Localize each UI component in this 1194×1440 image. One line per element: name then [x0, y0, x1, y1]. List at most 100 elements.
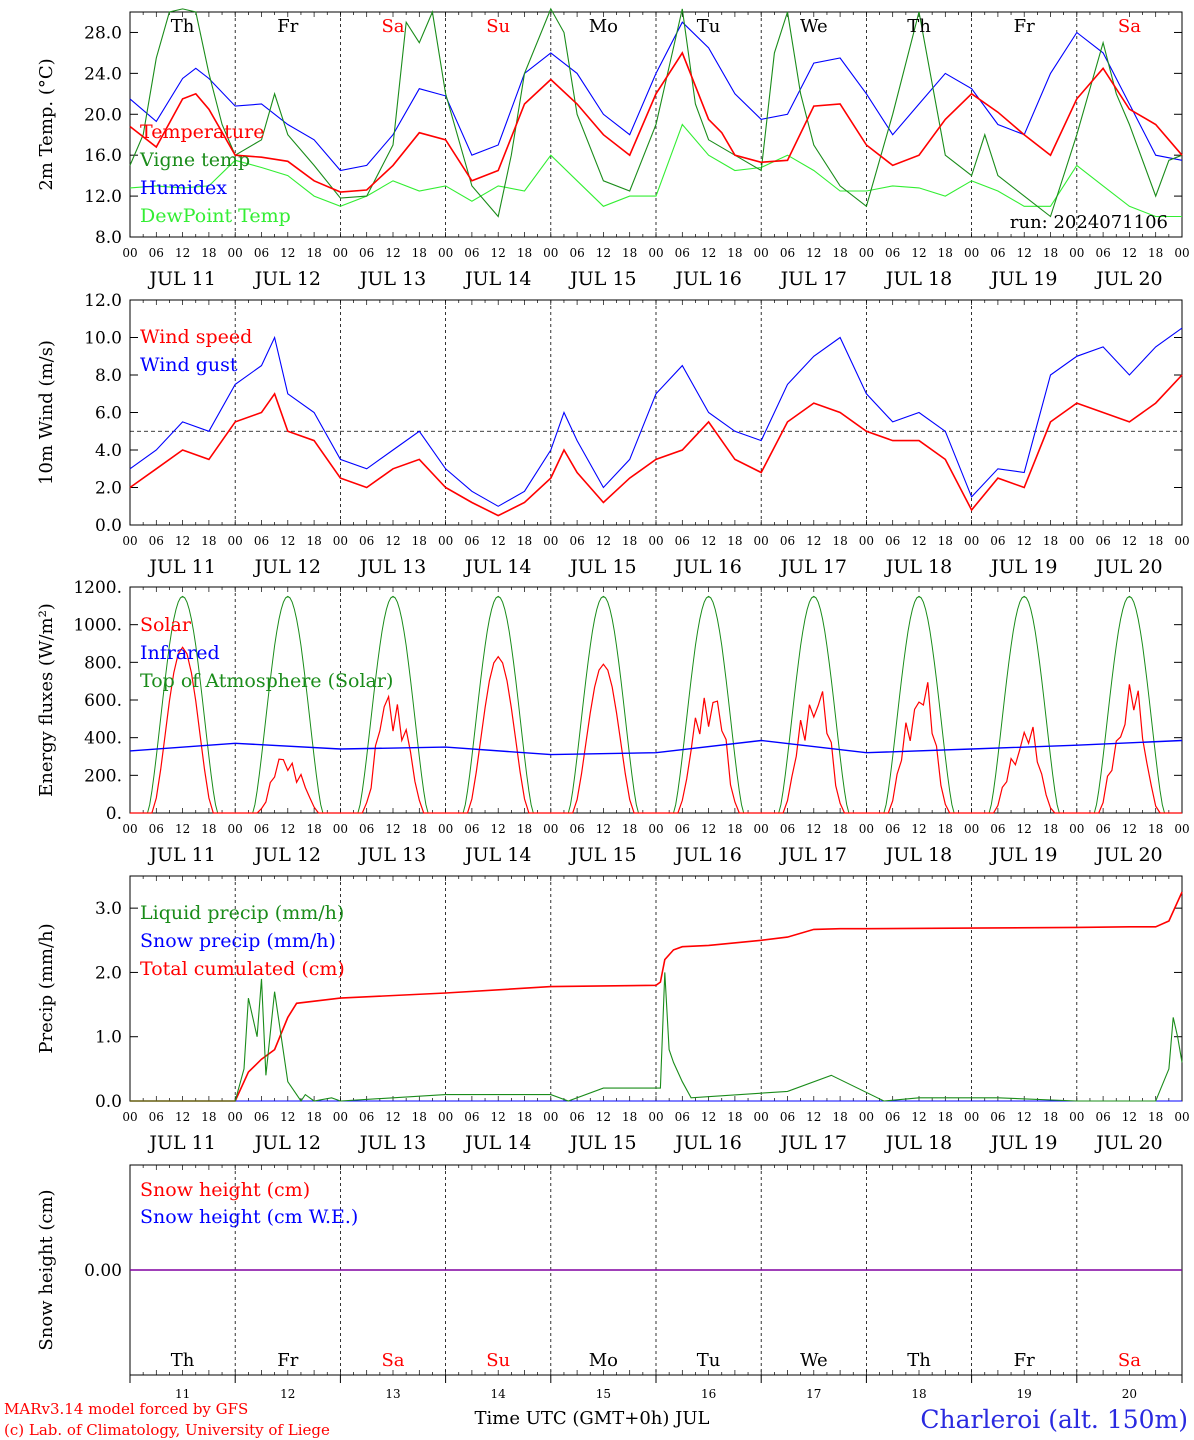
weekday-label: Sa: [1118, 16, 1141, 37]
hour-label: 00: [122, 534, 137, 548]
date-label: JUL 20: [1094, 268, 1162, 290]
date-label: JUL 15: [568, 268, 636, 290]
hour-label: 06: [149, 246, 164, 260]
y-tick-label: 2.0: [95, 479, 122, 499]
weekday-label: We: [800, 16, 828, 37]
legend-entry: Top of Atmosphere (Solar): [140, 670, 393, 692]
hour-label: 06: [885, 1110, 900, 1124]
hour-label: 18: [1148, 246, 1163, 260]
hour-label: 12: [1017, 246, 1032, 260]
hour-label: 18: [517, 534, 532, 548]
date-label: JUL 17: [779, 844, 847, 866]
hour-label: 12: [280, 246, 295, 260]
hour-label: 00: [438, 534, 453, 548]
day-number-label: 13: [385, 1387, 400, 1401]
hour-label: 06: [990, 534, 1005, 548]
hour-label: 06: [675, 822, 690, 836]
hour-label: 18: [517, 1110, 532, 1124]
hour-label: 12: [911, 246, 926, 260]
hour-label: 12: [385, 1110, 400, 1124]
panel-snow: Snow height (cm) 0.00 Snow height (cm) Snow…: [36, 1164, 1183, 1376]
hour-label: 00: [228, 1110, 243, 1124]
weekday-label: Su: [486, 16, 510, 37]
hour-label: 00: [333, 1110, 348, 1124]
y-tick-label: 1200.: [73, 578, 122, 598]
hour-label: 18: [517, 822, 532, 836]
hour-label: 00: [122, 1110, 137, 1124]
hour-label: 12: [596, 822, 611, 836]
hour-label: 18: [938, 1110, 953, 1124]
date-label: JUL 16: [673, 556, 741, 578]
hour-label: 12: [1122, 534, 1137, 548]
hour-label: 06: [149, 1110, 164, 1124]
legend-entry: Temperature: [140, 121, 264, 143]
day-number-label: 14: [491, 1387, 507, 1401]
day-number-label: 15: [596, 1387, 611, 1401]
day-number-label: 20: [1122, 1387, 1137, 1401]
hour-label: 00: [228, 534, 243, 548]
hour-label: 06: [780, 534, 795, 548]
day-number-label: 11: [175, 1387, 190, 1401]
hour-label: 18: [938, 246, 953, 260]
y-tick-label: 2.0: [95, 963, 122, 983]
hour-label: 12: [1017, 534, 1032, 548]
hour-label: 06: [254, 534, 269, 548]
hour-label: 00: [648, 822, 663, 836]
hour-label: 06: [675, 246, 690, 260]
series-vigne-temp: [129, 7, 1183, 218]
hour-label: 06: [885, 822, 900, 836]
panel-temp: 2m Temp. (°C) 8.0 12.0 16.0 20.0 24.0 28.0 00 06…: [36, 7, 1190, 290]
day-number-label: 12: [280, 1387, 295, 1401]
legend-entry: DewPoint Temp: [140, 205, 291, 227]
hour-label: 18: [938, 822, 953, 836]
hour-label: 18: [1148, 534, 1163, 548]
footer: MARv3.14 model forced by GFS (c) Lab. of…: [4, 1400, 1188, 1439]
hour-label: 06: [780, 822, 795, 836]
hour-label: 00: [964, 246, 979, 260]
hour-label: 12: [1122, 1110, 1137, 1124]
weekday-label: Fr: [277, 16, 298, 37]
date-label: JUL 15: [568, 556, 636, 578]
y-axis-label: Precip (mm/h): [36, 923, 57, 1053]
date-label: JUL 18: [884, 1132, 952, 1154]
date-label: JUL 13: [358, 268, 426, 290]
weekday-label: Sa: [381, 16, 404, 37]
hour-label: 00: [754, 822, 769, 836]
hour-label: 18: [727, 822, 742, 836]
hour-label: 12: [280, 822, 295, 836]
hour-label: 12: [175, 822, 190, 836]
hour-label: 18: [517, 246, 532, 260]
y-tick-label: 12.0: [84, 187, 122, 207]
hour-label: 18: [622, 246, 637, 260]
legend-entry: Snow height (cm W.E.): [140, 1206, 358, 1228]
date-label: JUL 15: [568, 1132, 636, 1154]
date-label: JUL 19: [989, 1132, 1057, 1154]
hour-label: 06: [359, 246, 374, 260]
date-label: JUL 14: [463, 844, 531, 866]
run-annotation: run: 2024071106: [1010, 212, 1168, 233]
date-label: JUL 13: [358, 556, 426, 578]
weekday-label: Mo: [589, 16, 618, 37]
hour-label: 18: [306, 534, 321, 548]
panel-precip: Precip (mm/h) 0.0 1.0 2.0 3.0 00 06 12 18 00 06 12 1…: [36, 875, 1190, 1154]
hour-label: 00: [543, 822, 558, 836]
hour-label: 12: [806, 246, 821, 260]
hour-label: 18: [1043, 246, 1058, 260]
hour-label: 00: [438, 822, 453, 836]
weekday-label: We: [800, 1350, 828, 1371]
y-tick-label: 28.0: [84, 23, 122, 43]
hour-label: 06: [464, 1110, 479, 1124]
hour-label: 00: [754, 1110, 769, 1124]
hour-label: 18: [727, 1110, 742, 1124]
hour-label: 00: [333, 822, 348, 836]
hour-label: 06: [464, 534, 479, 548]
hour-label: 00: [648, 534, 663, 548]
hour-label: 00: [122, 246, 137, 260]
hour-label: 12: [175, 246, 190, 260]
series-dewpoint-temp: [129, 123, 1182, 218]
hour-label: 12: [596, 534, 611, 548]
hour-label: 00: [1174, 822, 1189, 836]
date-label: JUL 12: [253, 556, 321, 578]
y-tick-label: 0.0: [95, 1092, 122, 1112]
